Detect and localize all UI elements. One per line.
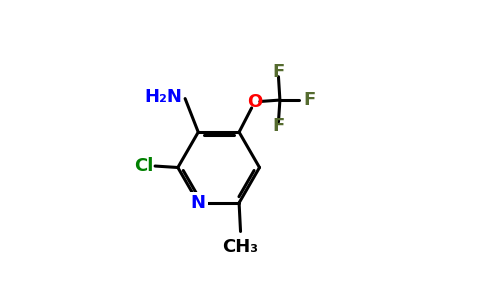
Text: Cl: Cl xyxy=(135,157,154,175)
Text: O: O xyxy=(247,92,263,110)
Text: N: N xyxy=(191,194,206,212)
Text: H₂N: H₂N xyxy=(144,88,182,106)
Text: F: F xyxy=(303,91,316,109)
Text: CH₃: CH₃ xyxy=(223,238,258,256)
Text: F: F xyxy=(272,117,285,135)
Text: F: F xyxy=(272,63,285,81)
